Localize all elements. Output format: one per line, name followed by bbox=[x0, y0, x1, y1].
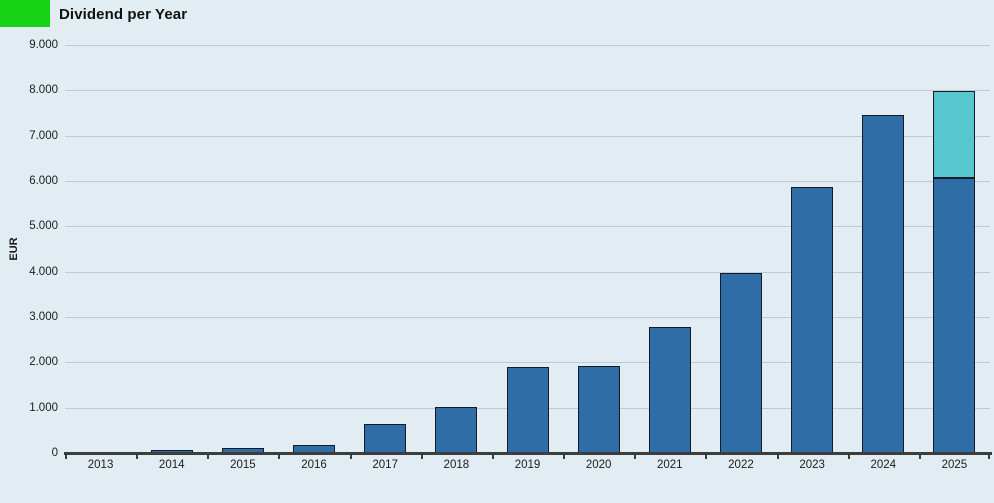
gridline-7000 bbox=[65, 135, 990, 137]
x-tick-label-2018: 2018 bbox=[443, 459, 470, 471]
x-tick-label-2014: 2014 bbox=[158, 459, 185, 471]
bar-2022[interactable] bbox=[720, 272, 762, 453]
plot-area[interactable] bbox=[65, 45, 990, 453]
bar-2019[interactable] bbox=[507, 367, 549, 453]
y-axis-tick-labels: 0 1.000 2.000 3.000 4.000 5.000 6.000 7.000 8.00… bbox=[0, 39, 58, 459]
x-tick-9 bbox=[705, 454, 708, 459]
x-axis-line bbox=[64, 452, 992, 455]
y-tick-label-8.000: 8.000 bbox=[29, 84, 58, 97]
bar-2018[interactable] bbox=[435, 406, 477, 453]
x-tick-12 bbox=[918, 454, 921, 459]
x-tick-7 bbox=[563, 454, 566, 459]
gridline-8000 bbox=[65, 90, 990, 92]
x-tick-11 bbox=[847, 454, 850, 459]
bar-2020[interactable] bbox=[578, 365, 620, 453]
bar-2017[interactable] bbox=[364, 423, 406, 453]
x-tick-4 bbox=[349, 454, 352, 459]
bar-2016[interactable] bbox=[293, 445, 335, 453]
y-tick-label-3.000: 3.000 bbox=[29, 311, 58, 323]
x-tick-label-2021: 2021 bbox=[657, 459, 683, 471]
x-tick-label-2013: 2013 bbox=[87, 459, 114, 471]
gridline-6000 bbox=[65, 181, 990, 182]
bar-2021[interactable] bbox=[649, 326, 691, 453]
gridline-2000 bbox=[65, 362, 990, 364]
x-tick-6 bbox=[491, 454, 494, 459]
x-tick-label-2016: 2016 bbox=[301, 459, 327, 471]
x-tick-label-2024: 2024 bbox=[870, 459, 897, 471]
x-tick-3 bbox=[278, 454, 281, 459]
x-axis-ticks bbox=[65, 454, 990, 460]
x-tick-label-2017: 2017 bbox=[372, 459, 398, 471]
y-tick-label-4.000: 4.000 bbox=[29, 265, 58, 278]
legend-color-swatch bbox=[0, 0, 50, 27]
x-tick-8 bbox=[634, 454, 637, 459]
bar-2014[interactable] bbox=[151, 450, 193, 453]
y-tick-label-6.000: 6.000 bbox=[29, 175, 58, 187]
x-tick-0 bbox=[65, 454, 67, 459]
x-tick-13 bbox=[988, 454, 990, 459]
bar-2024[interactable] bbox=[862, 115, 904, 453]
x-tick-label-2023: 2023 bbox=[799, 459, 825, 471]
bar-2015[interactable] bbox=[222, 447, 264, 453]
bar-segment-projected-2025[interactable] bbox=[934, 92, 974, 180]
y-tick-label-9.000: 9.000 bbox=[29, 39, 58, 51]
x-tick-label-2022: 2022 bbox=[728, 459, 754, 471]
bar-2025[interactable] bbox=[933, 91, 975, 453]
bar-2023[interactable] bbox=[791, 187, 833, 453]
y-tick-label-1.000: 1.000 bbox=[29, 401, 58, 414]
x-tick-1 bbox=[136, 454, 139, 459]
gridline-9000 bbox=[65, 45, 990, 46]
x-tick-label-2015: 2015 bbox=[230, 459, 256, 471]
x-tick-10 bbox=[776, 454, 779, 459]
gridline-4000 bbox=[65, 271, 990, 273]
x-tick-5 bbox=[420, 454, 423, 459]
gridline-3000 bbox=[65, 317, 990, 318]
gridline-5000 bbox=[65, 226, 990, 228]
x-tick-label-2020: 2020 bbox=[585, 459, 612, 471]
y-tick-label-2.000: 2.000 bbox=[29, 356, 58, 369]
x-axis-tick-labels: 2013 2014 2015 2016 2017 2018 2019 2020 2021 2022… bbox=[65, 459, 990, 475]
chart-title: Dividend per Year bbox=[59, 6, 188, 23]
y-tick-label-5.000: 5.000 bbox=[29, 220, 58, 233]
x-tick-label-2019: 2019 bbox=[514, 459, 541, 471]
x-tick-label-2025: 2025 bbox=[941, 459, 968, 471]
x-tick-2 bbox=[207, 454, 210, 459]
y-tick-label-0: 0 bbox=[51, 447, 58, 459]
y-tick-label-7.000: 7.000 bbox=[29, 129, 58, 142]
